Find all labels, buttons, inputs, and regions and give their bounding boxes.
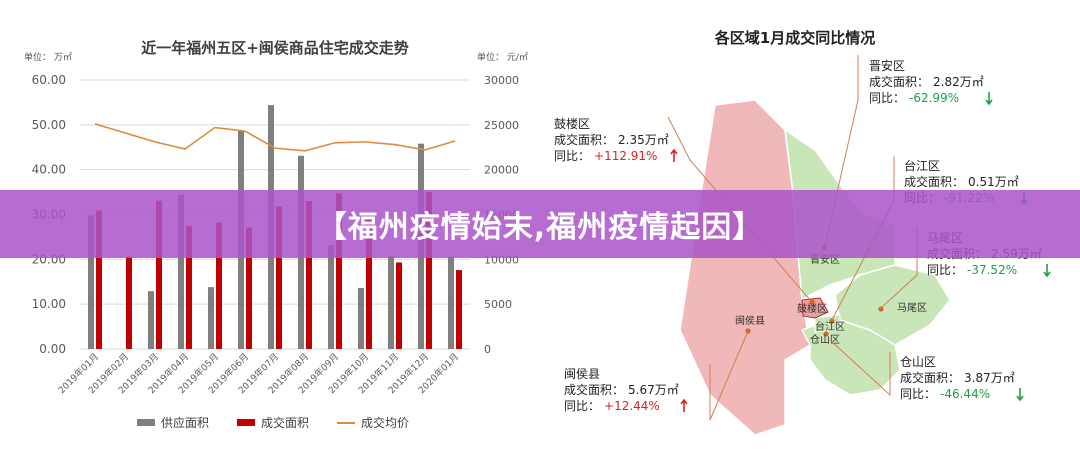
bar-deal xyxy=(276,206,282,349)
left-tick-label: 40.00 xyxy=(32,163,66,177)
right-tick-label: 30000 xyxy=(484,74,519,87)
callout-yoy-jinan: 同比： -62.99% xyxy=(869,91,959,105)
right-tick-label: 25000 xyxy=(484,119,519,132)
banner-title: 【福州疫情始末,福州疫情起因】 xyxy=(316,210,764,245)
callout-area-value: 0.51万㎡ xyxy=(968,175,1019,189)
callout-yoy-value: -37.52% xyxy=(967,263,1017,277)
legend-swatch xyxy=(237,419,255,426)
callout-yoy-gulou: 同比： +112.91% xyxy=(554,149,657,163)
region-label-minhou: 闽侯县 xyxy=(735,314,765,327)
callout-area-jinan: 成交面积： 2.82万㎡ xyxy=(869,74,984,89)
bar-supply xyxy=(358,288,364,349)
bar-supply xyxy=(208,287,214,349)
right-tick-label: 5000 xyxy=(484,298,512,311)
callout-name-cangshan: 仓山区 xyxy=(900,355,936,369)
region-dot xyxy=(823,331,829,337)
arrow-down-icon xyxy=(985,92,993,106)
map-title: 各区域1月成交同比情况 xyxy=(714,29,875,47)
callout-area-minhou: 成交面积： 5.67万㎡ xyxy=(564,382,679,397)
bar-supply xyxy=(388,256,394,349)
callout-yoy-label: 同比： xyxy=(554,149,590,163)
region-dot xyxy=(829,318,835,324)
bar-deal xyxy=(396,262,402,349)
title-banner: 【福州疫情始末,福州疫情起因】 xyxy=(0,190,1080,258)
callout-area-value: 3.87万㎡ xyxy=(964,371,1015,385)
bar-supply xyxy=(328,244,334,349)
bar-deal xyxy=(156,200,162,349)
callout-yoy-minhou: 同比： +12.44% xyxy=(564,399,660,413)
callout-area-value: 2.35万㎡ xyxy=(618,133,669,147)
callout-name-gulou: 鼓楼区 xyxy=(554,116,590,131)
callout-name-minhou: 闽侯县 xyxy=(564,367,600,381)
bar-deal xyxy=(456,270,462,349)
callout-area-label: 成交面积： xyxy=(554,132,614,147)
callout-area-cangshan: 成交面积： 3.87万㎡ xyxy=(900,370,1015,385)
bar-deal xyxy=(96,210,102,349)
arrow-up-icon xyxy=(680,398,688,412)
bar-deal xyxy=(426,192,432,349)
region-gulou xyxy=(801,297,829,319)
callout-yoy-label: 同比： xyxy=(564,399,600,413)
bar-supply xyxy=(448,256,454,349)
callout-yoy-value: -62.99% xyxy=(909,91,959,105)
bar-deal xyxy=(186,225,192,349)
region-label-cangshan: 仓山区 xyxy=(810,333,840,346)
left-tick-label: 10.00 xyxy=(32,297,66,311)
callout-yoy-value: +112.91% xyxy=(594,149,657,163)
callout-area-value: 5.67万㎡ xyxy=(628,383,679,397)
legend: 供应面积 成交面积 成交均价 xyxy=(137,415,409,430)
callout-yoy-label: 同比： xyxy=(927,263,963,277)
callout-area-label: 成交面积： xyxy=(564,382,624,397)
avg-price-line xyxy=(94,123,456,152)
callout-area-value: 2.82万㎡ xyxy=(933,75,984,89)
callout-leader xyxy=(709,330,749,421)
callout-yoy-label: 同比： xyxy=(900,387,936,401)
x-axis-ticks: 2019年01月2019年02月2019年03月2019年04月2019年05月… xyxy=(56,351,462,397)
callout-yoy-cangshan: 同比： -46.44% xyxy=(900,387,990,401)
left-tick-label: 60.00 xyxy=(32,73,66,87)
callout-name-jinan: 晋安区 xyxy=(869,58,905,73)
left-axis-unit: 单位： 万㎡ xyxy=(24,51,72,63)
arrow-down-icon xyxy=(1016,388,1024,402)
bar-deal xyxy=(216,222,222,349)
bar-supply xyxy=(148,291,154,349)
callout-yoy-mawei: 同比： -37.52% xyxy=(927,263,1017,277)
legend-label: 供应面积 xyxy=(161,415,209,430)
region-mawei xyxy=(834,264,951,346)
bar-deal xyxy=(246,227,252,349)
arrow-down-icon xyxy=(1043,264,1051,278)
callout-area-label: 成交面积： xyxy=(869,74,929,89)
left-tick-label: 50.00 xyxy=(32,118,66,132)
region-dot xyxy=(878,306,884,312)
callout-area-gulou: 成交面积： 2.35万㎡ xyxy=(554,132,669,147)
chart-title: 近一年福州五区+闽侯商品住宅成交走势 xyxy=(141,39,409,57)
bar-deal xyxy=(126,256,132,349)
region-label-gulou: 鼓楼区 xyxy=(797,302,827,315)
region-label-taijiang: 台江区 xyxy=(815,320,845,333)
region-dot xyxy=(809,299,815,305)
callout-area-taijiang: 成交面积： 0.51万㎡ xyxy=(904,174,1019,189)
region-label-mawei: 马尾区 xyxy=(897,302,927,314)
bar-deal xyxy=(306,201,312,349)
callout-area-label: 成交面积： xyxy=(900,370,960,385)
legend-label: 成交均价 xyxy=(361,415,409,430)
callout-yoy-value: -46.44% xyxy=(940,387,990,401)
right-tick-label: 20000 xyxy=(484,164,519,177)
callout-name-taijiang: 台江区 xyxy=(904,158,940,173)
callout-leader xyxy=(829,339,891,397)
callout-yoy-value: +12.44% xyxy=(604,399,660,413)
left-tick-label: 0.00 xyxy=(39,342,66,356)
legend-swatch xyxy=(137,419,155,426)
bar-deal xyxy=(366,216,372,349)
legend-label: 成交面积 xyxy=(261,415,309,430)
bar-supply xyxy=(88,215,94,349)
bar-deal xyxy=(336,193,342,349)
callout-area-label: 成交面积： xyxy=(904,174,964,189)
right-axis-unit: 单位： 元/㎡ xyxy=(477,51,528,63)
arrow-up-icon xyxy=(670,148,678,162)
right-tick-label: 0 xyxy=(484,343,491,356)
bar-supply xyxy=(178,194,184,349)
callout-yoy-label: 同比： xyxy=(869,91,905,105)
